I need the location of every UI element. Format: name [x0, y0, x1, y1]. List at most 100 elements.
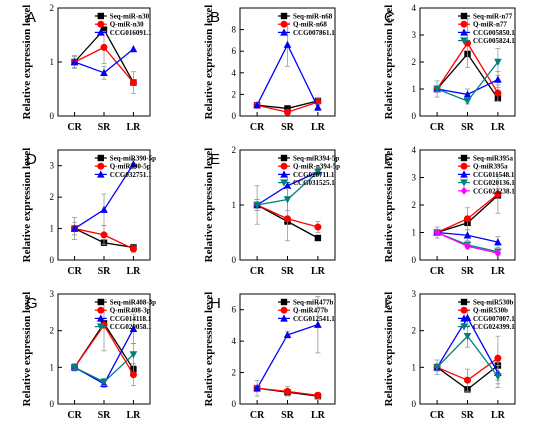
x-tick-label: CR: [250, 266, 265, 277]
data-point: [129, 245, 137, 253]
panel-letter: B: [210, 9, 220, 26]
y-tick-label: 1: [50, 362, 55, 372]
legend-label: Q-miR-n394-5p: [293, 163, 340, 171]
legend-marker: [460, 314, 468, 322]
y-tick-label: 0: [50, 399, 55, 409]
legend-label: CCG011548.1: [473, 171, 515, 179]
legend-marker: [280, 170, 288, 178]
panel-g: G 0 1 2 3 CR SR LR Relative expression level Seq-…: [21, 289, 156, 421]
y-tick-label: 1: [50, 57, 55, 67]
y-tick-label: 2: [232, 145, 237, 155]
y-tick-label: 2: [50, 192, 55, 202]
data-point: [433, 364, 441, 372]
data-point: [283, 330, 292, 339]
panel-b: B 0 2 4 6 8 CR SR LR Relative expression level Seq…: [203, 5, 336, 133]
y-axis-label: Relative expression level: [383, 5, 395, 120]
x-tick-label: CR: [67, 266, 82, 277]
legend-label: Q-miR408-3p: [110, 307, 151, 315]
legend-marker: [280, 179, 288, 187]
legend-marker: [280, 314, 288, 322]
y-tick-label: 3: [412, 173, 417, 183]
y-tick-label: 0: [412, 255, 417, 265]
panel-c: C 0 1 2 3 4 CR SR LR Relative expression level Seq…: [383, 3, 516, 133]
y-tick-label: 4: [412, 3, 417, 13]
legend-marker: [460, 162, 468, 170]
legend-marker: [280, 12, 288, 20]
legend-marker: [97, 154, 104, 162]
data-point: [100, 205, 108, 213]
y-tick-label: 3: [412, 289, 417, 299]
series-2: [433, 71, 502, 101]
y-tick-label: 2: [412, 326, 417, 336]
legend-marker: [97, 314, 105, 322]
legend-marker: [97, 12, 104, 20]
x-tick-label: LR: [126, 410, 141, 421]
panel-d: D 0 1 2 3 CR SR LR Relative expression level Seq-…: [21, 148, 156, 277]
data-point: [129, 45, 138, 53]
y-tick-label: 0: [232, 111, 237, 121]
legend-marker: [97, 298, 104, 306]
data-point: [129, 160, 138, 168]
x-tick-label: LR: [491, 122, 506, 133]
legend-label: Seq-miR395a: [473, 155, 514, 163]
legend-label: CCG014118.1: [110, 315, 152, 323]
data-point: [494, 58, 502, 66]
data-point: [100, 378, 108, 386]
legend-marker: [97, 162, 105, 170]
y-tick-label: 4: [232, 68, 237, 78]
x-tick-label: SR: [281, 122, 295, 133]
legend-label: CCG007007.1: [473, 315, 515, 323]
data-point: [129, 79, 137, 87]
series-1: [71, 30, 137, 94]
y-tick-label: 3: [412, 30, 417, 40]
x-tick-label: LR: [311, 266, 326, 277]
data-point: [129, 351, 138, 359]
legend-label: Q-miR390-5p: [110, 163, 151, 171]
data-point: [129, 371, 137, 379]
x-tick-label: SR: [98, 122, 112, 133]
x-tick-label: SR: [281, 410, 295, 421]
y-tick-label: 3: [50, 161, 55, 171]
x-tick-label: LR: [491, 266, 506, 277]
panel-letter: G: [26, 295, 38, 312]
panel-letter: I: [384, 295, 388, 312]
series-3: [433, 48, 502, 106]
y-axis-label: Relative expression level: [21, 5, 33, 120]
series-2: [253, 295, 322, 392]
legend-label: CCG031525.1: [293, 179, 335, 187]
panel-f: F 0 1 2 3 4 CR SR LR Relative expression level Seq…: [383, 145, 516, 277]
x-tick-label: LR: [126, 266, 141, 277]
y-tick-label: 2: [50, 326, 55, 336]
legend-label: Seq-miR408-3p: [110, 299, 156, 307]
y-tick-label: 1: [50, 224, 55, 234]
legend-marker: [97, 28, 105, 36]
data-point: [464, 376, 471, 384]
y-axis-label: Relative expression level: [21, 148, 33, 263]
panel-letter: E: [210, 151, 220, 168]
series-2: [70, 159, 138, 236]
data-point: [464, 215, 471, 223]
data-point: [463, 97, 472, 106]
y-tick-label: 0: [50, 111, 55, 121]
x-tick-label: CR: [67, 410, 82, 421]
data-point: [100, 43, 108, 51]
panel-h: H 0 2 4 6 CR SR LR Relative expression level Seq-…: [203, 292, 336, 421]
x-tick-label: CR: [250, 410, 265, 421]
legend-marker: [97, 20, 105, 28]
data-point: [253, 384, 261, 392]
data-point: [314, 320, 322, 328]
legend-marker: [460, 306, 468, 314]
legend-label: Seq-miR-n68: [293, 13, 333, 21]
data-point: [494, 249, 502, 258]
legend-marker: [460, 154, 468, 162]
legend-label: Q-miR530b: [473, 307, 508, 315]
data-point: [494, 373, 502, 381]
x-tick-label: CR: [67, 122, 82, 133]
panel-letter: C: [384, 9, 395, 26]
legend-marker: [460, 179, 468, 187]
series-3: [253, 168, 322, 211]
legend-label: CCG020058.1: [110, 323, 152, 331]
data-point: [70, 58, 79, 66]
panel-i: I 0 1 2 3 CR SR LR Relative expression level Seq-…: [383, 289, 516, 421]
legend-label: CCG023238.1: [473, 187, 515, 195]
